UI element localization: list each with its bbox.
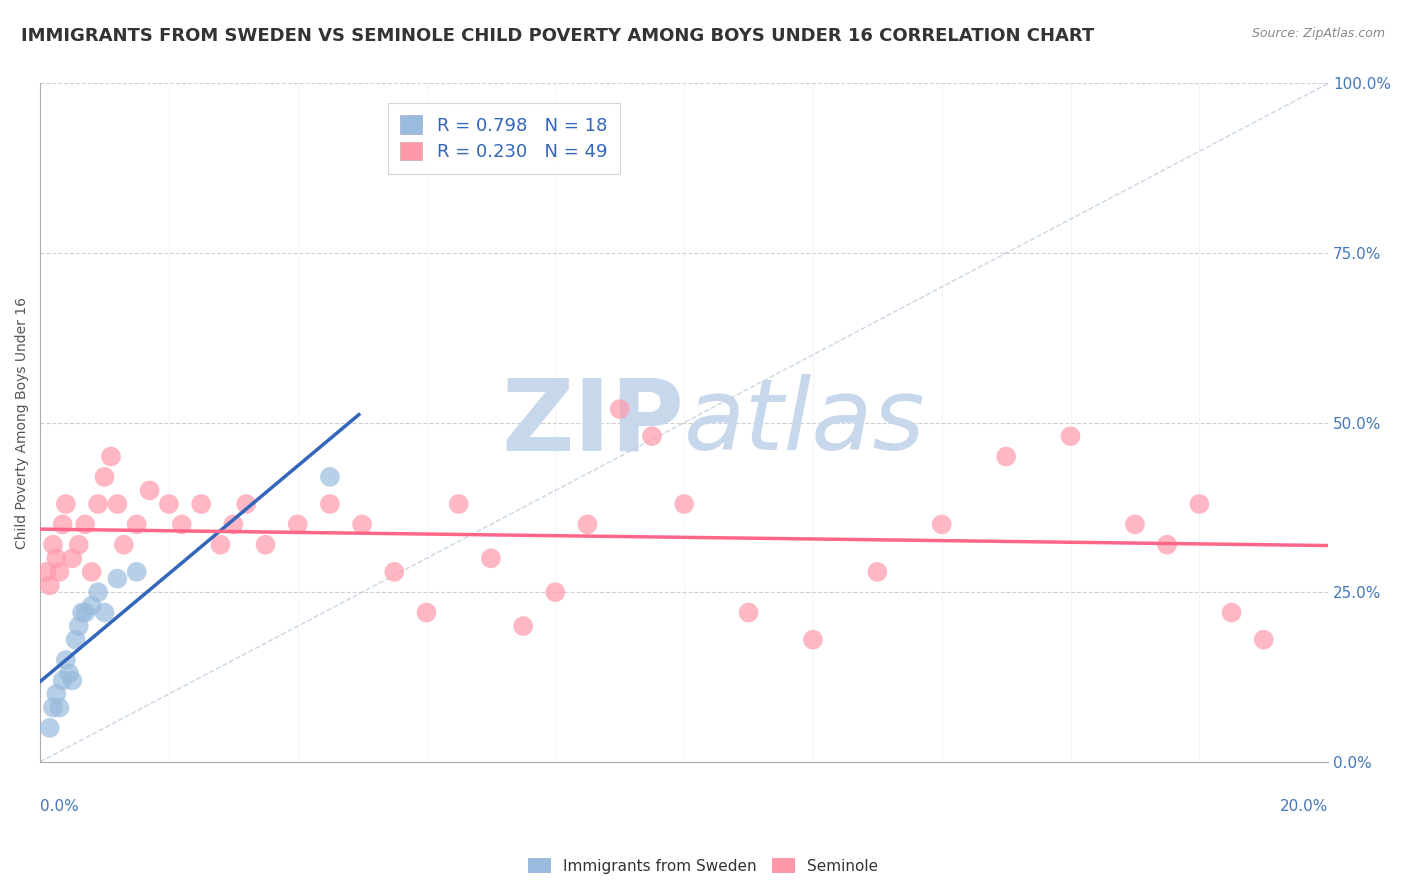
Point: [75, 517, 97, 532]
Point: [512, 619, 534, 633]
Point: [125, 565, 148, 579]
Point: [447, 497, 470, 511]
Point: [60, 673, 83, 688]
Text: Source: ZipAtlas.com: Source: ZipAtlas.com: [1251, 27, 1385, 40]
Point: [1188, 497, 1211, 511]
Point: [45, 551, 67, 566]
Point: [287, 517, 309, 532]
Point: [995, 450, 1018, 464]
Point: [100, 450, 122, 464]
Point: [641, 429, 664, 443]
Point: [209, 538, 232, 552]
Text: ZIP: ZIP: [502, 374, 685, 471]
Point: [866, 565, 889, 579]
Point: [42, 700, 65, 714]
Point: [673, 497, 696, 511]
Point: [479, 551, 502, 566]
Legend: R = 0.798   N = 18, R = 0.230   N = 49: R = 0.798 N = 18, R = 0.230 N = 49: [388, 103, 620, 174]
Point: [319, 470, 342, 484]
Point: [319, 497, 342, 511]
Point: [42, 538, 65, 552]
Point: [157, 497, 180, 511]
Point: [170, 517, 193, 532]
Point: [1156, 538, 1178, 552]
Point: [80, 599, 103, 613]
Point: [58, 666, 80, 681]
Point: [544, 585, 567, 599]
Point: [35, 565, 58, 579]
Point: [60, 551, 83, 566]
Point: [65, 632, 87, 647]
Point: [87, 497, 110, 511]
Point: [48, 565, 70, 579]
Point: [67, 538, 90, 552]
Point: [93, 606, 115, 620]
Point: [45, 687, 67, 701]
Legend: Immigrants from Sweden, Seminole: Immigrants from Sweden, Seminole: [522, 852, 884, 880]
Point: [80, 565, 103, 579]
Point: [105, 572, 128, 586]
Point: [67, 619, 90, 633]
Point: [1220, 606, 1243, 620]
Text: 20.0%: 20.0%: [1279, 799, 1329, 814]
Point: [112, 538, 135, 552]
Point: [235, 497, 257, 511]
Point: [87, 585, 110, 599]
Y-axis label: Child Poverty Among Boys Under 16: Child Poverty Among Boys Under 16: [15, 297, 30, 549]
Point: [382, 565, 405, 579]
Point: [52, 673, 75, 688]
Point: [70, 606, 93, 620]
Point: [138, 483, 160, 498]
Point: [737, 606, 759, 620]
Point: [75, 606, 97, 620]
Point: [55, 497, 77, 511]
Point: [801, 632, 824, 647]
Point: [415, 606, 437, 620]
Point: [38, 578, 60, 592]
Point: [190, 497, 212, 511]
Point: [52, 517, 75, 532]
Point: [352, 517, 374, 532]
Point: [93, 470, 115, 484]
Point: [1123, 517, 1146, 532]
Point: [1059, 429, 1081, 443]
Point: [222, 517, 245, 532]
Text: IMMIGRANTS FROM SWEDEN VS SEMINOLE CHILD POVERTY AMONG BOYS UNDER 16 CORRELATION: IMMIGRANTS FROM SWEDEN VS SEMINOLE CHILD…: [21, 27, 1094, 45]
Text: 0.0%: 0.0%: [41, 799, 79, 814]
Point: [931, 517, 953, 532]
Point: [254, 538, 277, 552]
Point: [125, 517, 148, 532]
Point: [48, 700, 70, 714]
Point: [576, 517, 599, 532]
Point: [55, 653, 77, 667]
Point: [609, 402, 631, 417]
Point: [1253, 632, 1275, 647]
Point: [38, 721, 60, 735]
Text: atlas: atlas: [685, 374, 925, 471]
Point: [105, 497, 128, 511]
